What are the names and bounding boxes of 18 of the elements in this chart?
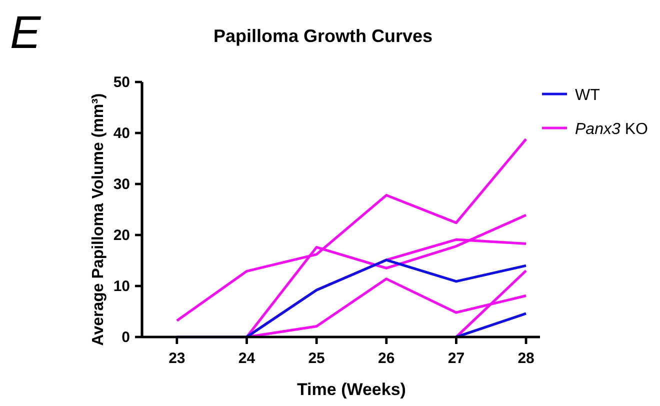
- text: E: [10, 6, 42, 58]
- x-tick-label: 25: [308, 350, 325, 367]
- x-tick-label: 28: [518, 350, 534, 367]
- chart-title: Papilloma Growth Curves: [213, 26, 433, 46]
- x-tick-label: 26: [378, 350, 395, 367]
- y-tick-label: 0: [122, 329, 130, 346]
- y-tick-label: 20: [113, 227, 130, 244]
- x-tick-label: 24: [238, 350, 256, 367]
- y-tick-label: 50: [113, 74, 130, 91]
- x-tick-label: 23: [168, 350, 186, 367]
- y-tick-label: 40: [113, 125, 130, 142]
- legend-label: Panx3 KO: [575, 121, 648, 138]
- legend-label: WT: [575, 87, 600, 104]
- y-axis-title: Average Papilloma Volume (mm³): [90, 93, 107, 346]
- y-tick-label: 30: [113, 176, 130, 193]
- x-tick-label: 27: [448, 350, 465, 367]
- y-tick-label: 10: [113, 278, 130, 295]
- x-axis-title: Time (Weeks): [296, 380, 406, 399]
